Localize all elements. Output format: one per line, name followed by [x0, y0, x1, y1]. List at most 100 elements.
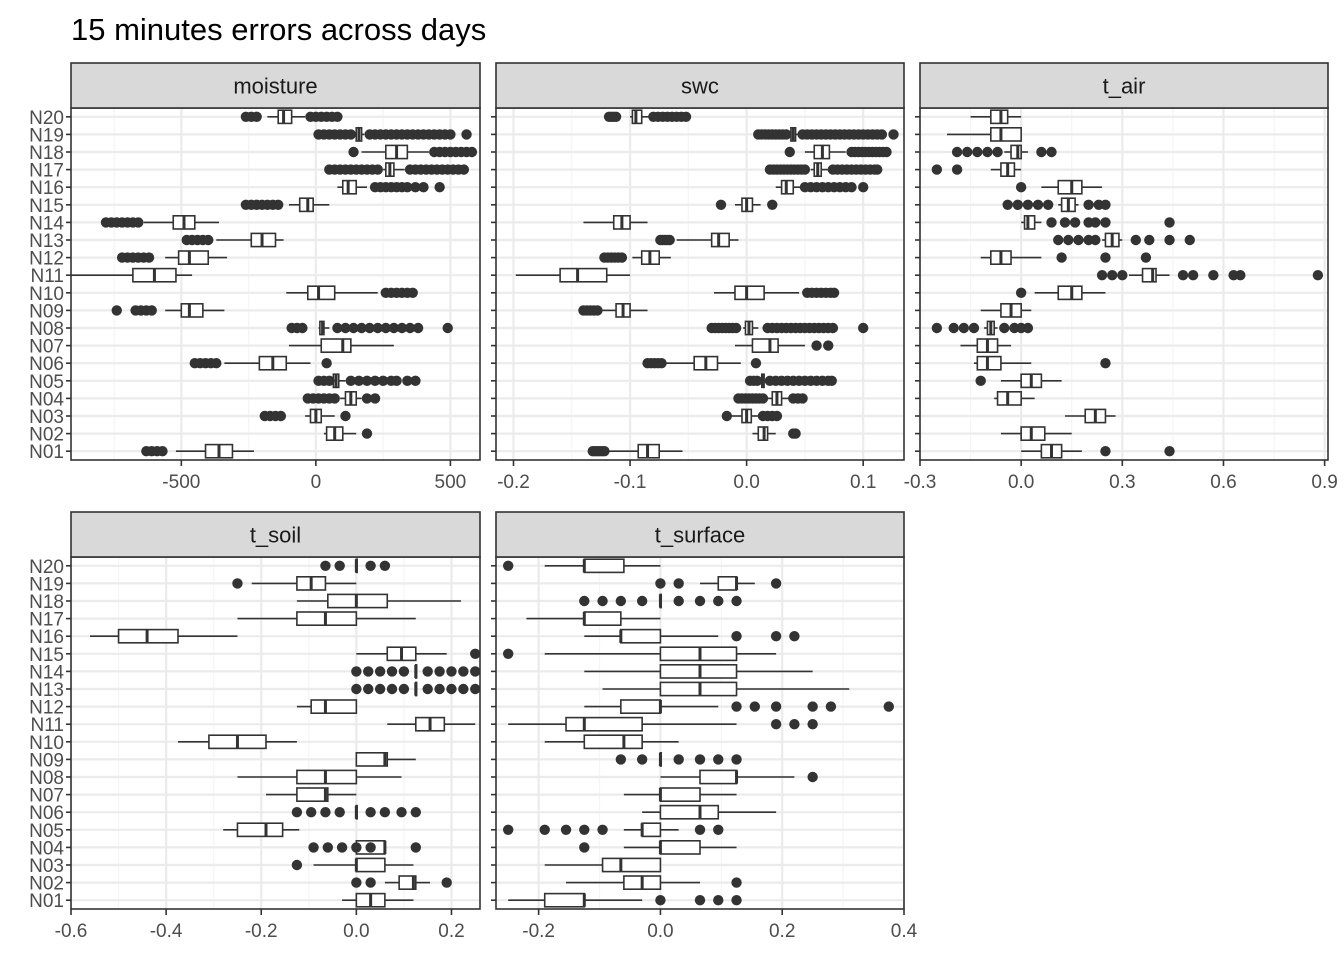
outlier-point [470, 666, 481, 677]
outlier-point [308, 842, 319, 853]
box-N20 [240, 109, 343, 125]
box-iqr [177, 250, 210, 265]
facet-panels: moisture-500 0 500N01N02N03N04N05N06N07N08… [29, 62, 1338, 942]
outlier-point [1184, 234, 1195, 246]
box-N08 [931, 320, 1034, 336]
outlier-point [275, 410, 287, 422]
y-tick-label: N10 [29, 733, 64, 754]
outlier-point [404, 322, 416, 334]
outlier-point [599, 446, 610, 457]
box-N03 [721, 408, 783, 424]
outlier-point [351, 666, 362, 677]
outlier-point [750, 358, 762, 369]
outlier-point [592, 305, 603, 316]
panel-t_air: t_air -0.3 0.0 0.3 0.6 0.9 [904, 62, 1338, 493]
outlier-point [673, 578, 684, 589]
panel-background [920, 108, 1328, 460]
outlier-point [396, 807, 407, 818]
y-tick-label: N20 [29, 108, 64, 129]
outlier-point [1144, 234, 1155, 246]
outlier-point [340, 322, 351, 334]
box-N07 [265, 787, 357, 802]
box-N10 [544, 734, 679, 750]
box-N10 [286, 285, 418, 301]
outlier-point [694, 754, 706, 765]
box-N03 [259, 408, 351, 424]
box-N08 [286, 320, 453, 336]
outlier-point [211, 358, 222, 369]
panel-swc: swc -0.2 -0.1 0.0 0.1 [491, 62, 905, 493]
outlier-point [1002, 199, 1013, 210]
outlier-point [320, 807, 331, 818]
outlier-point [1046, 217, 1057, 228]
outlier-point [1073, 234, 1084, 246]
panel-background [496, 108, 904, 460]
box-N03 [1064, 408, 1116, 424]
outlier-point [731, 754, 742, 765]
box-iqr [659, 663, 738, 679]
outlier-point [1096, 270, 1108, 281]
strip-label: moisture [233, 74, 317, 99]
y-tick-label: N06 [29, 354, 64, 375]
outlier-point [1053, 234, 1064, 246]
outlier-point [348, 146, 359, 158]
outlier-point [458, 164, 470, 175]
box-N19 [313, 127, 472, 142]
outlier-point [372, 164, 383, 175]
outlier-point [291, 859, 303, 871]
outlier-point [715, 199, 727, 210]
box-N10 [178, 734, 297, 750]
outlier-point [470, 648, 481, 659]
outlier-point [361, 393, 373, 404]
box-N09 [111, 302, 225, 318]
box-iqr [1023, 215, 1036, 230]
y-tick-label: N03 [29, 407, 64, 428]
box-N15 [502, 646, 777, 662]
outlier-point [789, 631, 800, 642]
box-N08 [237, 769, 402, 785]
outlier-point [1015, 287, 1027, 298]
box-iqr [659, 787, 701, 802]
outlier-point [502, 648, 514, 659]
outlier-point [412, 322, 424, 334]
strip-label: swc [681, 74, 719, 99]
box-iqr [306, 285, 336, 301]
outlier-point [322, 842, 334, 853]
outlier-point [434, 182, 445, 193]
box-N19 [232, 575, 357, 591]
outlier-point [694, 595, 706, 607]
outlier-point [157, 446, 168, 457]
strip-label: t_soil [250, 523, 301, 548]
box-N01 [508, 892, 742, 908]
outlier-point [846, 182, 857, 193]
outlier-point [365, 807, 376, 818]
y-tick-label: N18 [29, 143, 64, 164]
y-tick-label: N08 [29, 768, 64, 789]
strip-background [495, 62, 905, 109]
y-tick-label: N19 [29, 574, 64, 595]
box-iqr [751, 338, 779, 353]
box-iqr [717, 575, 738, 591]
box-N12 [584, 699, 894, 714]
x-tick-label: -0.4 [150, 921, 183, 942]
y-tick-label: N02 [29, 425, 64, 446]
x-tick-label: 0.0 [1008, 472, 1034, 493]
box-iqr [659, 804, 720, 820]
box-N02 [351, 875, 452, 890]
y-tick-label: N17 [29, 610, 64, 631]
box-N12 [980, 250, 1152, 265]
outlier-point [858, 182, 869, 193]
box-iqr [734, 285, 765, 301]
outlier-point [749, 701, 761, 712]
outlier-point [615, 595, 627, 607]
outlier-point [579, 824, 590, 835]
y-tick-label: N12 [29, 249, 64, 270]
outlier-point [391, 375, 402, 386]
outlier-point [827, 322, 839, 334]
box-N18 [784, 144, 892, 160]
box-N06 [642, 355, 762, 371]
box-iqr [990, 109, 1009, 125]
box-N06 [973, 355, 1111, 371]
outlier-point [799, 164, 811, 175]
box-iqr [355, 857, 386, 873]
